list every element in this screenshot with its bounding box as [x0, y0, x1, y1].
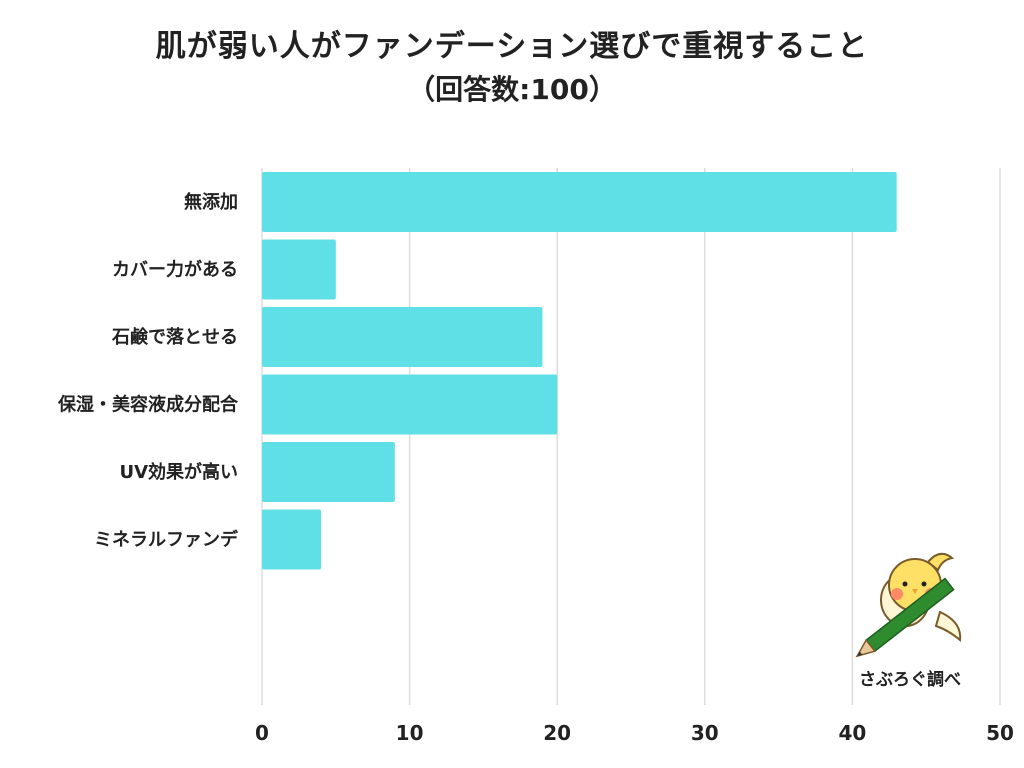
- category-label: 無添加: [184, 191, 238, 213]
- bars: [262, 172, 897, 570]
- bar-4: [262, 442, 395, 502]
- category-label: カバー力がある: [112, 259, 238, 281]
- category-label: ミネラルファンデ: [94, 529, 239, 551]
- bar-5: [262, 509, 322, 570]
- category-label: 保湿・美容液成分配合: [57, 394, 239, 416]
- bird-with-pencil-icon: [855, 552, 962, 658]
- category-label: UV効果が高い: [119, 461, 238, 483]
- title-block: 肌が弱い人がファンデーション選びで重視すること （回答数:100）: [0, 24, 1024, 110]
- x-tick-label: 10: [396, 721, 424, 745]
- bar-2: [262, 307, 543, 367]
- bar-1: [262, 239, 336, 300]
- bar-0: [262, 172, 897, 232]
- category-label: 石鹸で落とせる: [111, 326, 238, 348]
- chart-subtitle: （回答数:100）: [407, 73, 617, 106]
- x-tick-label: 30: [691, 721, 719, 745]
- x-tick-label: 20: [543, 721, 571, 745]
- x-tick-label: 0: [255, 721, 269, 745]
- x-tick-labels: 0 10 20 30 40 50: [255, 721, 1014, 745]
- credit-label: さぶろぐ調べ: [859, 669, 961, 690]
- bar-3: [262, 374, 558, 435]
- chart-title: 肌が弱い人がファンデーション選びで重視すること: [155, 29, 869, 64]
- x-tick-label: 50: [986, 721, 1014, 745]
- x-tick-label: 40: [838, 721, 866, 745]
